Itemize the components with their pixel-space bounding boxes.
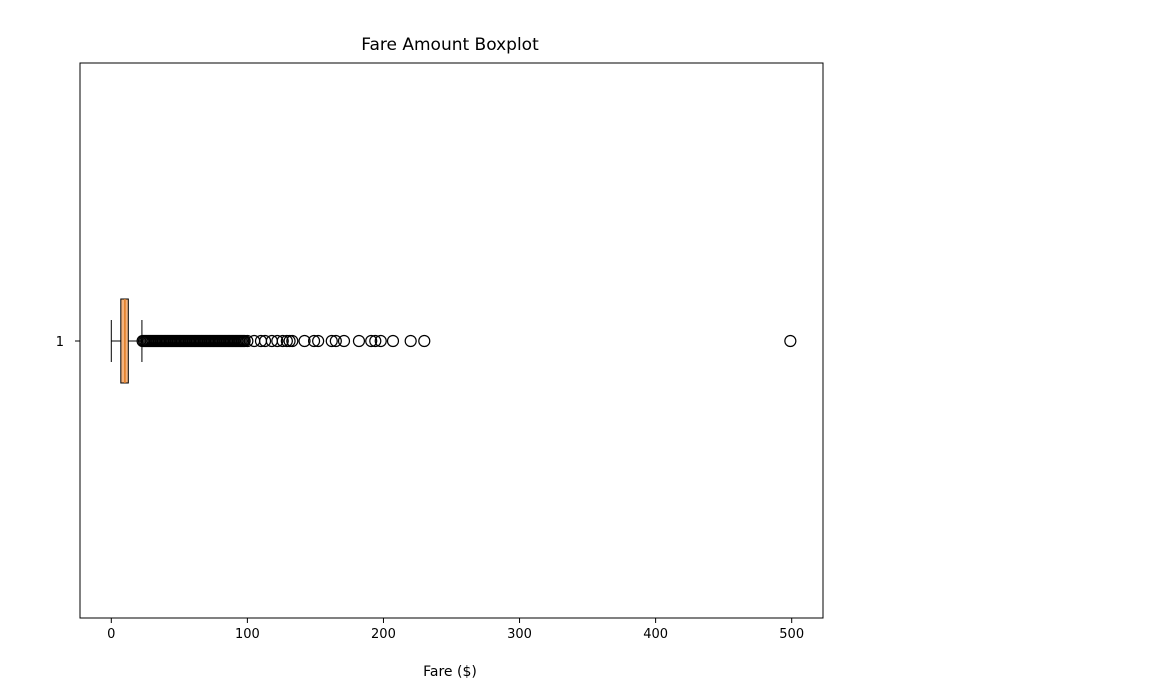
x-axis-label: Fare ($): [423, 664, 477, 680]
outlier-point: [369, 334, 382, 348]
outlier-point: [337, 334, 351, 348]
x-axis: 0 100 200 300 400 500: [107, 618, 804, 642]
outlier-point: [238, 334, 251, 348]
x-tick-label: 0: [107, 627, 115, 642]
x-tick-label: 100: [235, 627, 260, 642]
outlier-point: [329, 334, 342, 348]
x-tick-label: 200: [371, 627, 396, 642]
outlier-point: [325, 334, 338, 348]
outlier-point: [271, 334, 284, 348]
outlier-point: [280, 334, 293, 348]
x-tick-label: 300: [507, 627, 532, 642]
outlier-point: [286, 334, 299, 348]
outlier-point: [374, 334, 387, 348]
chart-title: Fare Amount Boxplot: [361, 35, 539, 55]
outlier-point: [404, 334, 417, 348]
outlier-point: [276, 334, 289, 348]
outlier-point: [298, 334, 311, 348]
outlier-point: [283, 334, 296, 348]
outlier-point: [307, 334, 321, 348]
outlier-point: [418, 334, 431, 348]
y-axis: 1: [56, 335, 80, 350]
y-tick-label: 1: [56, 335, 64, 350]
outlier-point: [386, 334, 400, 348]
x-tick-label: 500: [779, 627, 804, 642]
plot-area: [110, 298, 797, 384]
outlier-point: [352, 334, 366, 348]
outlier-point: [784, 334, 797, 348]
outlier-point: [258, 334, 272, 348]
x-tick-label: 400: [643, 627, 668, 642]
outlier-point: [241, 334, 254, 348]
outlier-point: [365, 334, 378, 348]
outlier-point: [312, 334, 325, 348]
